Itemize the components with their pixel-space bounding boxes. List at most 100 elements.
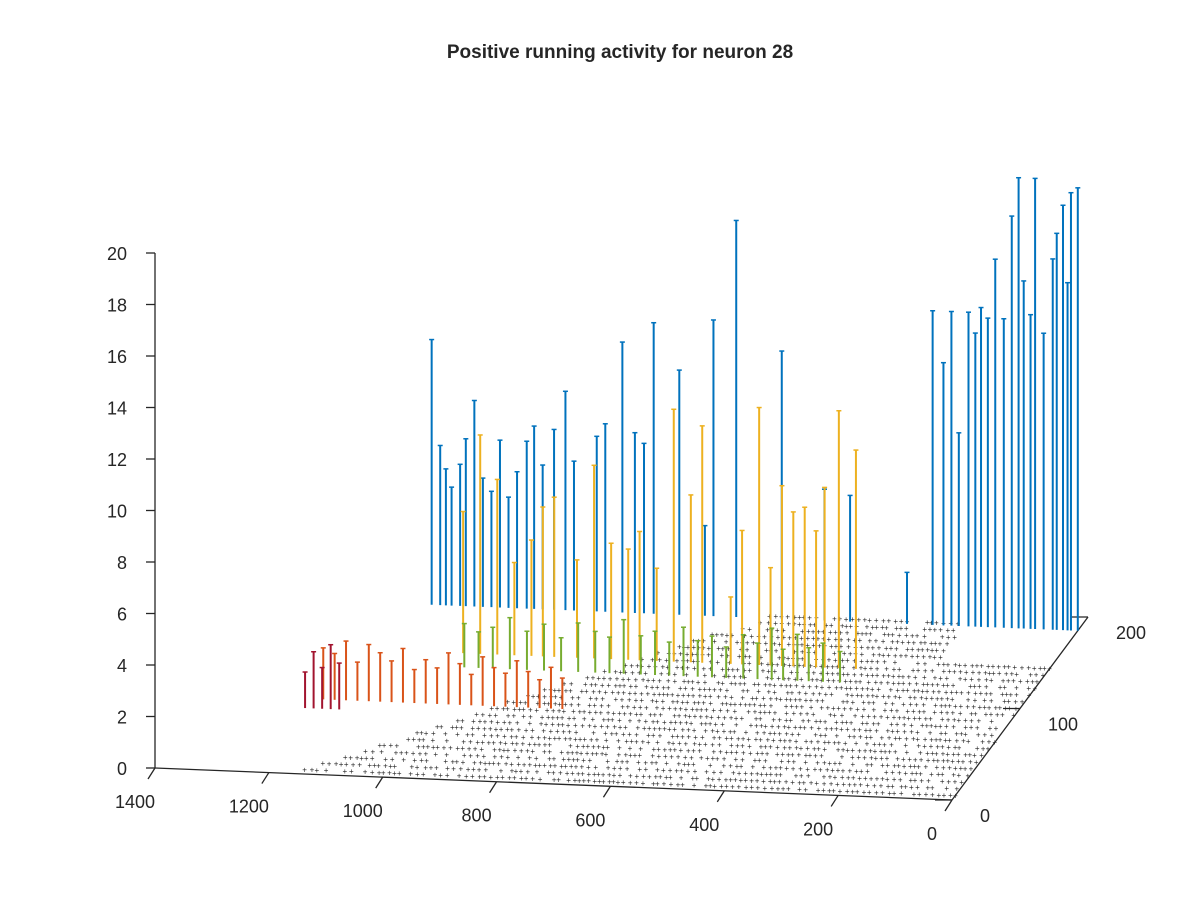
baseline-marker: + — [940, 633, 945, 642]
baseline-marker: + — [657, 676, 662, 685]
baseline-marker: + — [545, 706, 550, 715]
baseline-marker: + — [583, 680, 588, 689]
baseline-marker: + — [784, 695, 789, 704]
baseline-marker: + — [729, 700, 734, 709]
baseline-marker: + — [741, 686, 746, 695]
baseline-marker: + — [948, 791, 953, 800]
baseline-marker: + — [1014, 704, 1019, 713]
baseline-marker: + — [998, 704, 1003, 713]
baseline-marker: + — [842, 704, 847, 713]
baseline-marker: + — [874, 637, 879, 646]
baseline-marker: + — [925, 680, 930, 689]
baseline-marker: + — [567, 728, 572, 737]
baseline-marker: + — [839, 635, 844, 644]
baseline-marker: + — [781, 633, 786, 642]
baseline-marker: + — [614, 730, 619, 739]
baseline-marker: + — [984, 710, 989, 719]
baseline-marker: + — [1002, 663, 1007, 672]
baseline-marker: + — [703, 692, 708, 701]
baseline-marker: + — [491, 738, 496, 747]
baseline-marker: + — [808, 751, 813, 760]
baseline-marker: + — [786, 785, 791, 794]
baseline-marker: + — [686, 760, 691, 769]
baseline-marker: + — [379, 748, 384, 757]
baseline-marker: + — [506, 746, 511, 755]
baseline-marker: + — [977, 675, 982, 684]
baseline-marker: + — [787, 743, 792, 752]
baseline-marker: + — [630, 668, 635, 677]
baseline-marker: + — [588, 708, 593, 717]
baseline-marker: + — [958, 675, 963, 684]
baseline-marker: + — [516, 753, 521, 762]
baseline-marker: + — [535, 768, 540, 777]
baseline-marker: + — [658, 731, 663, 740]
baseline-marker: + — [925, 646, 930, 655]
baseline-marker: + — [871, 650, 876, 659]
baseline-marker: + — [784, 764, 789, 773]
baseline-marker: + — [834, 635, 839, 644]
baseline-marker: + — [987, 738, 992, 747]
baseline-marker: + — [854, 677, 859, 686]
baseline-marker: + — [419, 729, 424, 738]
baseline-marker: + — [784, 709, 789, 718]
baseline-marker: + — [826, 676, 831, 685]
y-tick-label: 200 — [1116, 623, 1146, 643]
baseline-marker: + — [798, 723, 803, 732]
baseline-marker: + — [902, 762, 907, 771]
baseline-marker: + — [708, 665, 713, 674]
baseline-marker: + — [558, 769, 563, 778]
baseline-marker: + — [600, 695, 605, 704]
baseline-marker: + — [616, 688, 621, 697]
baseline-marker: + — [930, 646, 935, 655]
baseline-marker: + — [801, 778, 806, 787]
baseline-marker: + — [1006, 663, 1011, 672]
baseline-marker: + — [671, 697, 676, 706]
baseline-marker: + — [738, 700, 743, 709]
baseline-marker: + — [982, 703, 987, 712]
baseline-marker: + — [827, 683, 832, 692]
baseline-marker: + — [426, 743, 431, 752]
baseline-marker: + — [904, 652, 909, 661]
baseline-marker: + — [691, 691, 696, 700]
baseline-marker: + — [859, 767, 864, 776]
baseline-marker: + — [576, 701, 581, 710]
baseline-marker: + — [602, 667, 607, 676]
baseline-marker: + — [963, 675, 968, 684]
baseline-marker: + — [662, 718, 667, 727]
baseline-marker: + — [495, 704, 500, 713]
x-tick-mark — [602, 785, 611, 798]
baseline-marker: + — [534, 754, 539, 763]
baseline-marker: + — [887, 692, 892, 701]
baseline-marker: + — [912, 714, 917, 723]
baseline-marker: + — [461, 737, 466, 746]
baseline-marker: + — [848, 677, 853, 686]
baseline-marker: + — [691, 657, 696, 666]
baseline-marker: + — [834, 642, 839, 651]
baseline-marker: + — [945, 626, 950, 635]
baseline-marker: + — [581, 742, 586, 751]
baseline-marker: + — [747, 742, 752, 751]
baseline-marker: + — [502, 746, 507, 755]
baseline-marker: + — [651, 717, 656, 726]
baseline-marker: + — [756, 783, 761, 792]
baseline-marker: + — [530, 747, 535, 756]
baseline-marker: + — [755, 777, 760, 786]
baseline-marker: + — [943, 729, 948, 738]
baseline-marker: + — [390, 755, 395, 764]
baseline-marker: + — [745, 687, 750, 696]
baseline-marker: + — [800, 648, 805, 657]
baseline-marker: + — [898, 775, 903, 784]
baseline-marker: + — [610, 688, 615, 697]
baseline-marker: + — [924, 763, 929, 772]
baseline-marker: + — [575, 756, 580, 765]
baseline-marker: + — [555, 727, 560, 736]
baseline-marker: + — [735, 666, 740, 675]
baseline-marker: + — [946, 777, 951, 786]
baseline-marker: + — [516, 760, 521, 769]
baseline-marker: + — [800, 627, 805, 636]
baseline-marker: + — [952, 716, 957, 725]
baseline-marker: + — [646, 676, 651, 685]
baseline-marker: + — [846, 643, 851, 652]
baseline-marker: + — [655, 717, 660, 726]
baseline-marker: + — [940, 743, 945, 752]
